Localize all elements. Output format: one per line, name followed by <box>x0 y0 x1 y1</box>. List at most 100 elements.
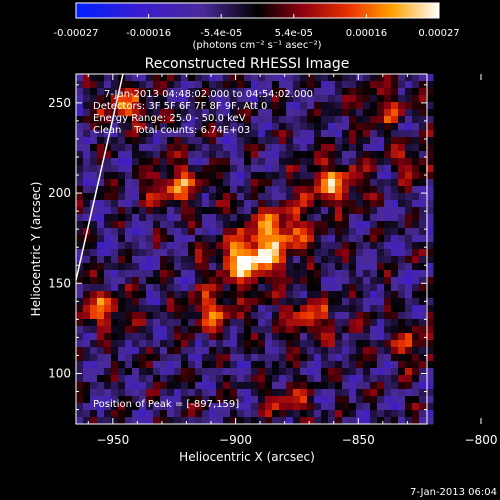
heatmap-cell <box>391 137 399 145</box>
heatmap-cell <box>342 221 350 229</box>
heatmap-cell <box>111 277 119 285</box>
heatmap-cell <box>146 396 154 404</box>
y-tick-label: 100 <box>48 366 71 380</box>
heatmap-cell <box>370 326 378 334</box>
heatmap-cell <box>272 186 280 194</box>
limb-line <box>75 73 124 281</box>
heatmap-cell <box>398 347 406 355</box>
heatmap-cell <box>398 88 406 96</box>
heatmap-cell <box>118 116 126 124</box>
heatmap-cell <box>202 326 210 334</box>
heatmap-cell <box>216 137 224 145</box>
heatmap-cell <box>251 361 259 369</box>
heatmap-cell <box>412 193 420 201</box>
heatmap-cell <box>146 382 154 390</box>
heatmap-cell <box>272 305 280 313</box>
heatmap-cell <box>230 403 238 411</box>
heatmap-cell <box>279 270 287 278</box>
heatmap-cell <box>398 123 406 131</box>
heatmap-cell <box>258 354 266 362</box>
heatmap-cell <box>244 116 252 124</box>
heatmap-cell <box>384 270 392 278</box>
heatmap-cell <box>125 354 133 362</box>
heatmap-cell <box>412 354 420 362</box>
heatmap-cell <box>300 81 308 89</box>
heatmap-cell <box>426 263 434 271</box>
heatmap-cell <box>118 109 126 117</box>
heatmap-cell <box>286 340 294 348</box>
heatmap-cell <box>349 417 357 425</box>
heatmap-cell <box>391 221 399 229</box>
heatmap-cell <box>146 123 154 131</box>
heatmap-cell <box>321 81 329 89</box>
heatmap-cell <box>363 172 371 180</box>
heatmap-cell <box>412 88 420 96</box>
heatmap-cell <box>412 116 420 124</box>
heatmap-cell <box>335 151 343 159</box>
heatmap-cell <box>132 109 140 117</box>
heatmap-cell <box>335 102 343 110</box>
heatmap-cell <box>342 207 350 215</box>
heatmap-cell <box>174 221 182 229</box>
heatmap-cell <box>321 172 329 180</box>
heatmap-cell <box>307 242 315 250</box>
heatmap-cell <box>125 88 133 96</box>
heatmap-cell <box>356 319 364 327</box>
heatmap-cell <box>377 137 385 145</box>
heatmap-cell <box>160 102 168 110</box>
heatmap-cell <box>314 382 322 390</box>
heatmap-cell <box>104 102 112 110</box>
heatmap-cell <box>426 81 434 89</box>
heatmap-cell <box>167 81 175 89</box>
heatmap-cell <box>272 179 280 187</box>
heatmap-cell <box>272 151 280 159</box>
heatmap-cell <box>384 95 392 103</box>
heatmap-cell <box>139 333 147 341</box>
heatmap-cell <box>391 319 399 327</box>
heatmap-cell <box>265 347 273 355</box>
heatmap-cell <box>328 102 336 110</box>
heatmap-cell <box>244 270 252 278</box>
heatmap-cell <box>300 179 308 187</box>
heatmap-cell <box>160 88 168 96</box>
heatmap-cell <box>286 158 294 166</box>
heatmap-cell <box>195 410 203 418</box>
heatmap-cell <box>272 396 280 404</box>
heatmap-cell <box>167 354 175 362</box>
heatmap-cell <box>426 298 434 306</box>
heatmap-cell <box>328 172 336 180</box>
heatmap-cell <box>223 74 231 82</box>
heatmap-cell <box>118 249 126 257</box>
heatmap-cell <box>377 214 385 222</box>
heatmap-cell <box>244 200 252 208</box>
heatmap-cell <box>293 305 301 313</box>
heatmap-cell <box>111 102 119 110</box>
heatmap-cell <box>286 95 294 103</box>
heatmap-cell <box>307 200 315 208</box>
heatmap-cell <box>426 214 434 222</box>
heatmap-cell <box>384 263 392 271</box>
heatmap-cell <box>426 137 434 145</box>
heatmap-cell <box>90 298 98 306</box>
heatmap-cell <box>328 277 336 285</box>
heatmap-cell <box>188 361 196 369</box>
heatmap-cell <box>167 214 175 222</box>
heatmap-cell <box>209 235 217 243</box>
heatmap-cell <box>419 417 427 425</box>
heatmap-cell <box>181 228 189 236</box>
heatmap-cell <box>272 165 280 173</box>
heatmap-cell <box>167 263 175 271</box>
heatmap-cell <box>370 389 378 397</box>
heatmap-cell <box>370 263 378 271</box>
heatmap-cell <box>83 102 91 110</box>
heatmap-cell <box>314 109 322 117</box>
heatmap-cell <box>384 88 392 96</box>
heatmap-cell <box>412 228 420 236</box>
heatmap-cell <box>90 347 98 355</box>
heatmap-cell <box>118 305 126 313</box>
heatmap-cell <box>419 193 427 201</box>
heatmap-cell <box>307 270 315 278</box>
heatmap-cell <box>118 207 126 215</box>
heatmap-cell <box>153 389 161 397</box>
heatmap-cell <box>111 417 119 425</box>
